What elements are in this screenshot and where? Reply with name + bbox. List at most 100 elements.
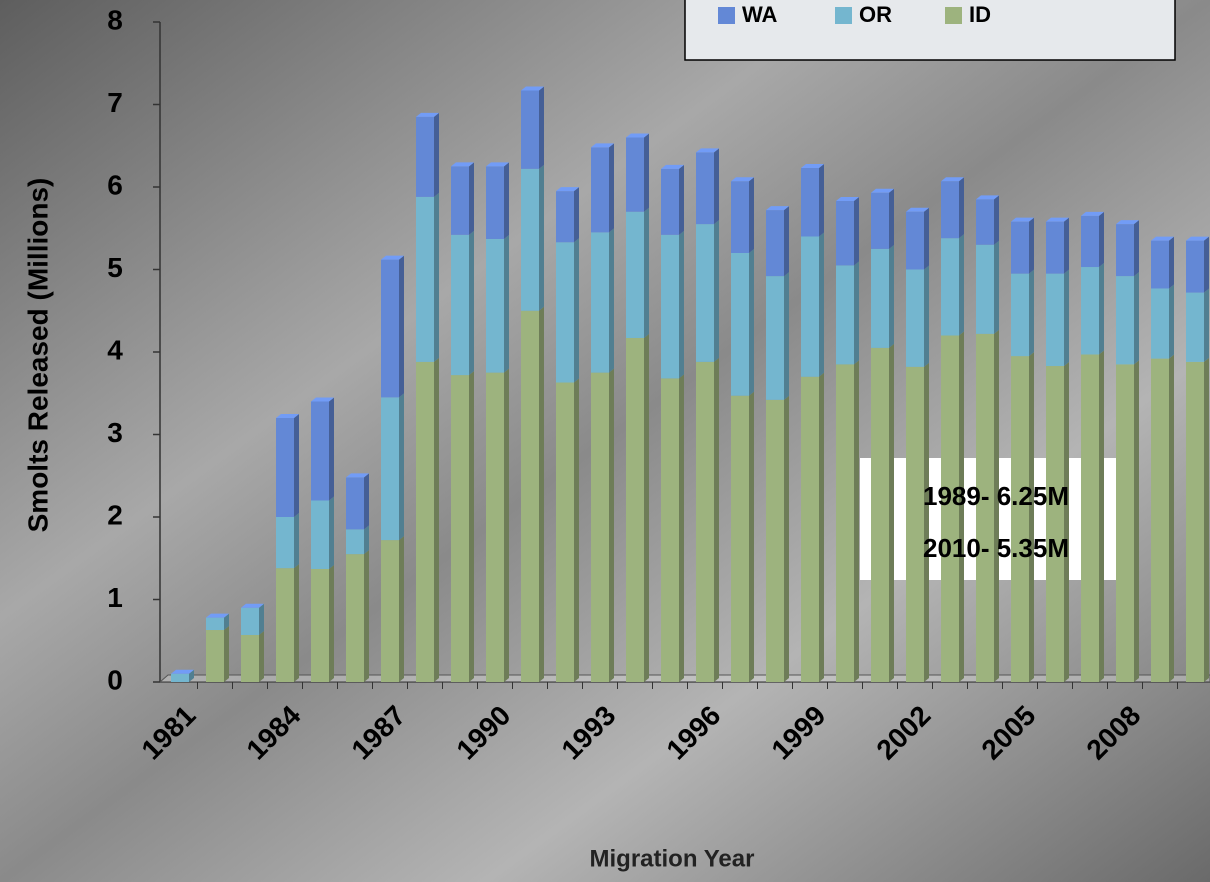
legend-swatch — [945, 7, 962, 24]
bar-segment — [556, 242, 574, 382]
bar-segment — [311, 402, 329, 501]
bar-side — [1064, 270, 1069, 366]
bar-segment — [556, 383, 574, 682]
bar-side — [714, 220, 719, 362]
bar-segment — [591, 147, 609, 232]
bar-side — [819, 233, 824, 377]
bar-side — [364, 525, 369, 554]
x-axis-title: Migration Year — [590, 845, 755, 872]
bar-side — [784, 396, 789, 682]
y-tick-label: 1 — [107, 582, 123, 613]
bar-segment — [1186, 241, 1204, 293]
bar-segment — [276, 418, 294, 517]
bar-side — [679, 231, 684, 379]
y-tick-label: 4 — [107, 334, 123, 365]
bar-side — [434, 358, 439, 682]
bar-segment — [696, 152, 714, 224]
bar-segment — [381, 397, 399, 540]
bar-side — [504, 235, 509, 373]
bar-side — [994, 195, 999, 244]
bar-segment — [941, 181, 959, 238]
y-tick-label: 0 — [107, 664, 123, 695]
bar-side — [399, 536, 404, 682]
bar-segment — [206, 630, 224, 682]
bar-segment — [1186, 293, 1204, 362]
bar-segment — [1186, 362, 1204, 682]
bar-segment — [1011, 356, 1029, 682]
bar-side — [889, 189, 894, 249]
annotation: 2010- 5.35M — [923, 533, 1069, 563]
bar-side — [784, 272, 789, 400]
bar-side — [959, 234, 964, 335]
bar-side — [924, 208, 929, 270]
y-tick-label: 2 — [107, 499, 123, 530]
bar-side — [574, 187, 579, 242]
bar-segment — [451, 166, 469, 234]
bar-segment — [311, 501, 329, 569]
bar-segment — [906, 367, 924, 682]
bar-segment — [696, 224, 714, 362]
bar-side — [714, 148, 719, 224]
bar-side — [679, 374, 684, 682]
legend-label: OR — [859, 2, 892, 27]
bar-segment — [206, 618, 224, 630]
bar-side — [609, 369, 614, 682]
bar-segment — [661, 169, 679, 235]
bar-side — [294, 513, 299, 568]
bar-segment — [486, 373, 504, 682]
bar-side — [644, 134, 649, 212]
bar-side — [539, 165, 544, 311]
bar-side — [714, 358, 719, 682]
bar-side — [924, 363, 929, 682]
bar-side — [1099, 350, 1104, 682]
bar-side — [749, 392, 754, 682]
bar-segment — [871, 249, 889, 348]
y-axis-title: Smolts Released (Millions) — [22, 178, 53, 533]
bar-side — [469, 162, 474, 234]
bar-segment — [486, 239, 504, 373]
bar-side — [1029, 218, 1034, 274]
bar-side — [819, 373, 824, 682]
bar-side — [399, 393, 404, 540]
bar-side — [644, 334, 649, 682]
bar-segment — [1011, 274, 1029, 357]
bar-side — [329, 398, 334, 501]
legend-label: ID — [969, 2, 991, 27]
chart: Smolts Released (Millions) Migration Yea… — [0, 0, 1210, 882]
bar-segment — [346, 554, 364, 682]
bar-segment — [346, 529, 364, 554]
bar-segment — [801, 377, 819, 682]
bar-segment — [451, 235, 469, 375]
bar-side — [889, 245, 894, 348]
bar-side — [1099, 263, 1104, 354]
y-tick-label: 3 — [107, 417, 123, 448]
bar-side — [959, 177, 964, 238]
bar-side — [329, 497, 334, 569]
bar-side — [539, 86, 544, 168]
bar-segment — [626, 138, 644, 212]
legend-label: WA — [742, 2, 778, 27]
bar-side — [749, 177, 754, 253]
bar-segment — [1011, 222, 1029, 274]
bar-side — [469, 371, 474, 682]
bar-segment — [1116, 364, 1134, 682]
bar-side — [1204, 289, 1209, 362]
annotation: 1989- 6.25M — [923, 481, 1069, 511]
bar-side — [784, 206, 789, 276]
bar-segment — [836, 201, 854, 265]
bar-side — [1169, 237, 1174, 289]
bar-side — [259, 604, 264, 635]
bar-segment — [871, 193, 889, 249]
bar-side — [1064, 362, 1069, 682]
bar-side — [644, 208, 649, 338]
y-tick-label: 5 — [107, 252, 123, 283]
bar-segment — [1081, 354, 1099, 682]
bar-segment — [451, 375, 469, 682]
bar-side — [364, 550, 369, 682]
bar-side — [434, 113, 439, 197]
bar-side — [259, 631, 264, 682]
bar-segment — [906, 212, 924, 270]
bar-segment — [1081, 216, 1099, 267]
bar-segment — [276, 568, 294, 682]
bar-segment — [626, 212, 644, 338]
